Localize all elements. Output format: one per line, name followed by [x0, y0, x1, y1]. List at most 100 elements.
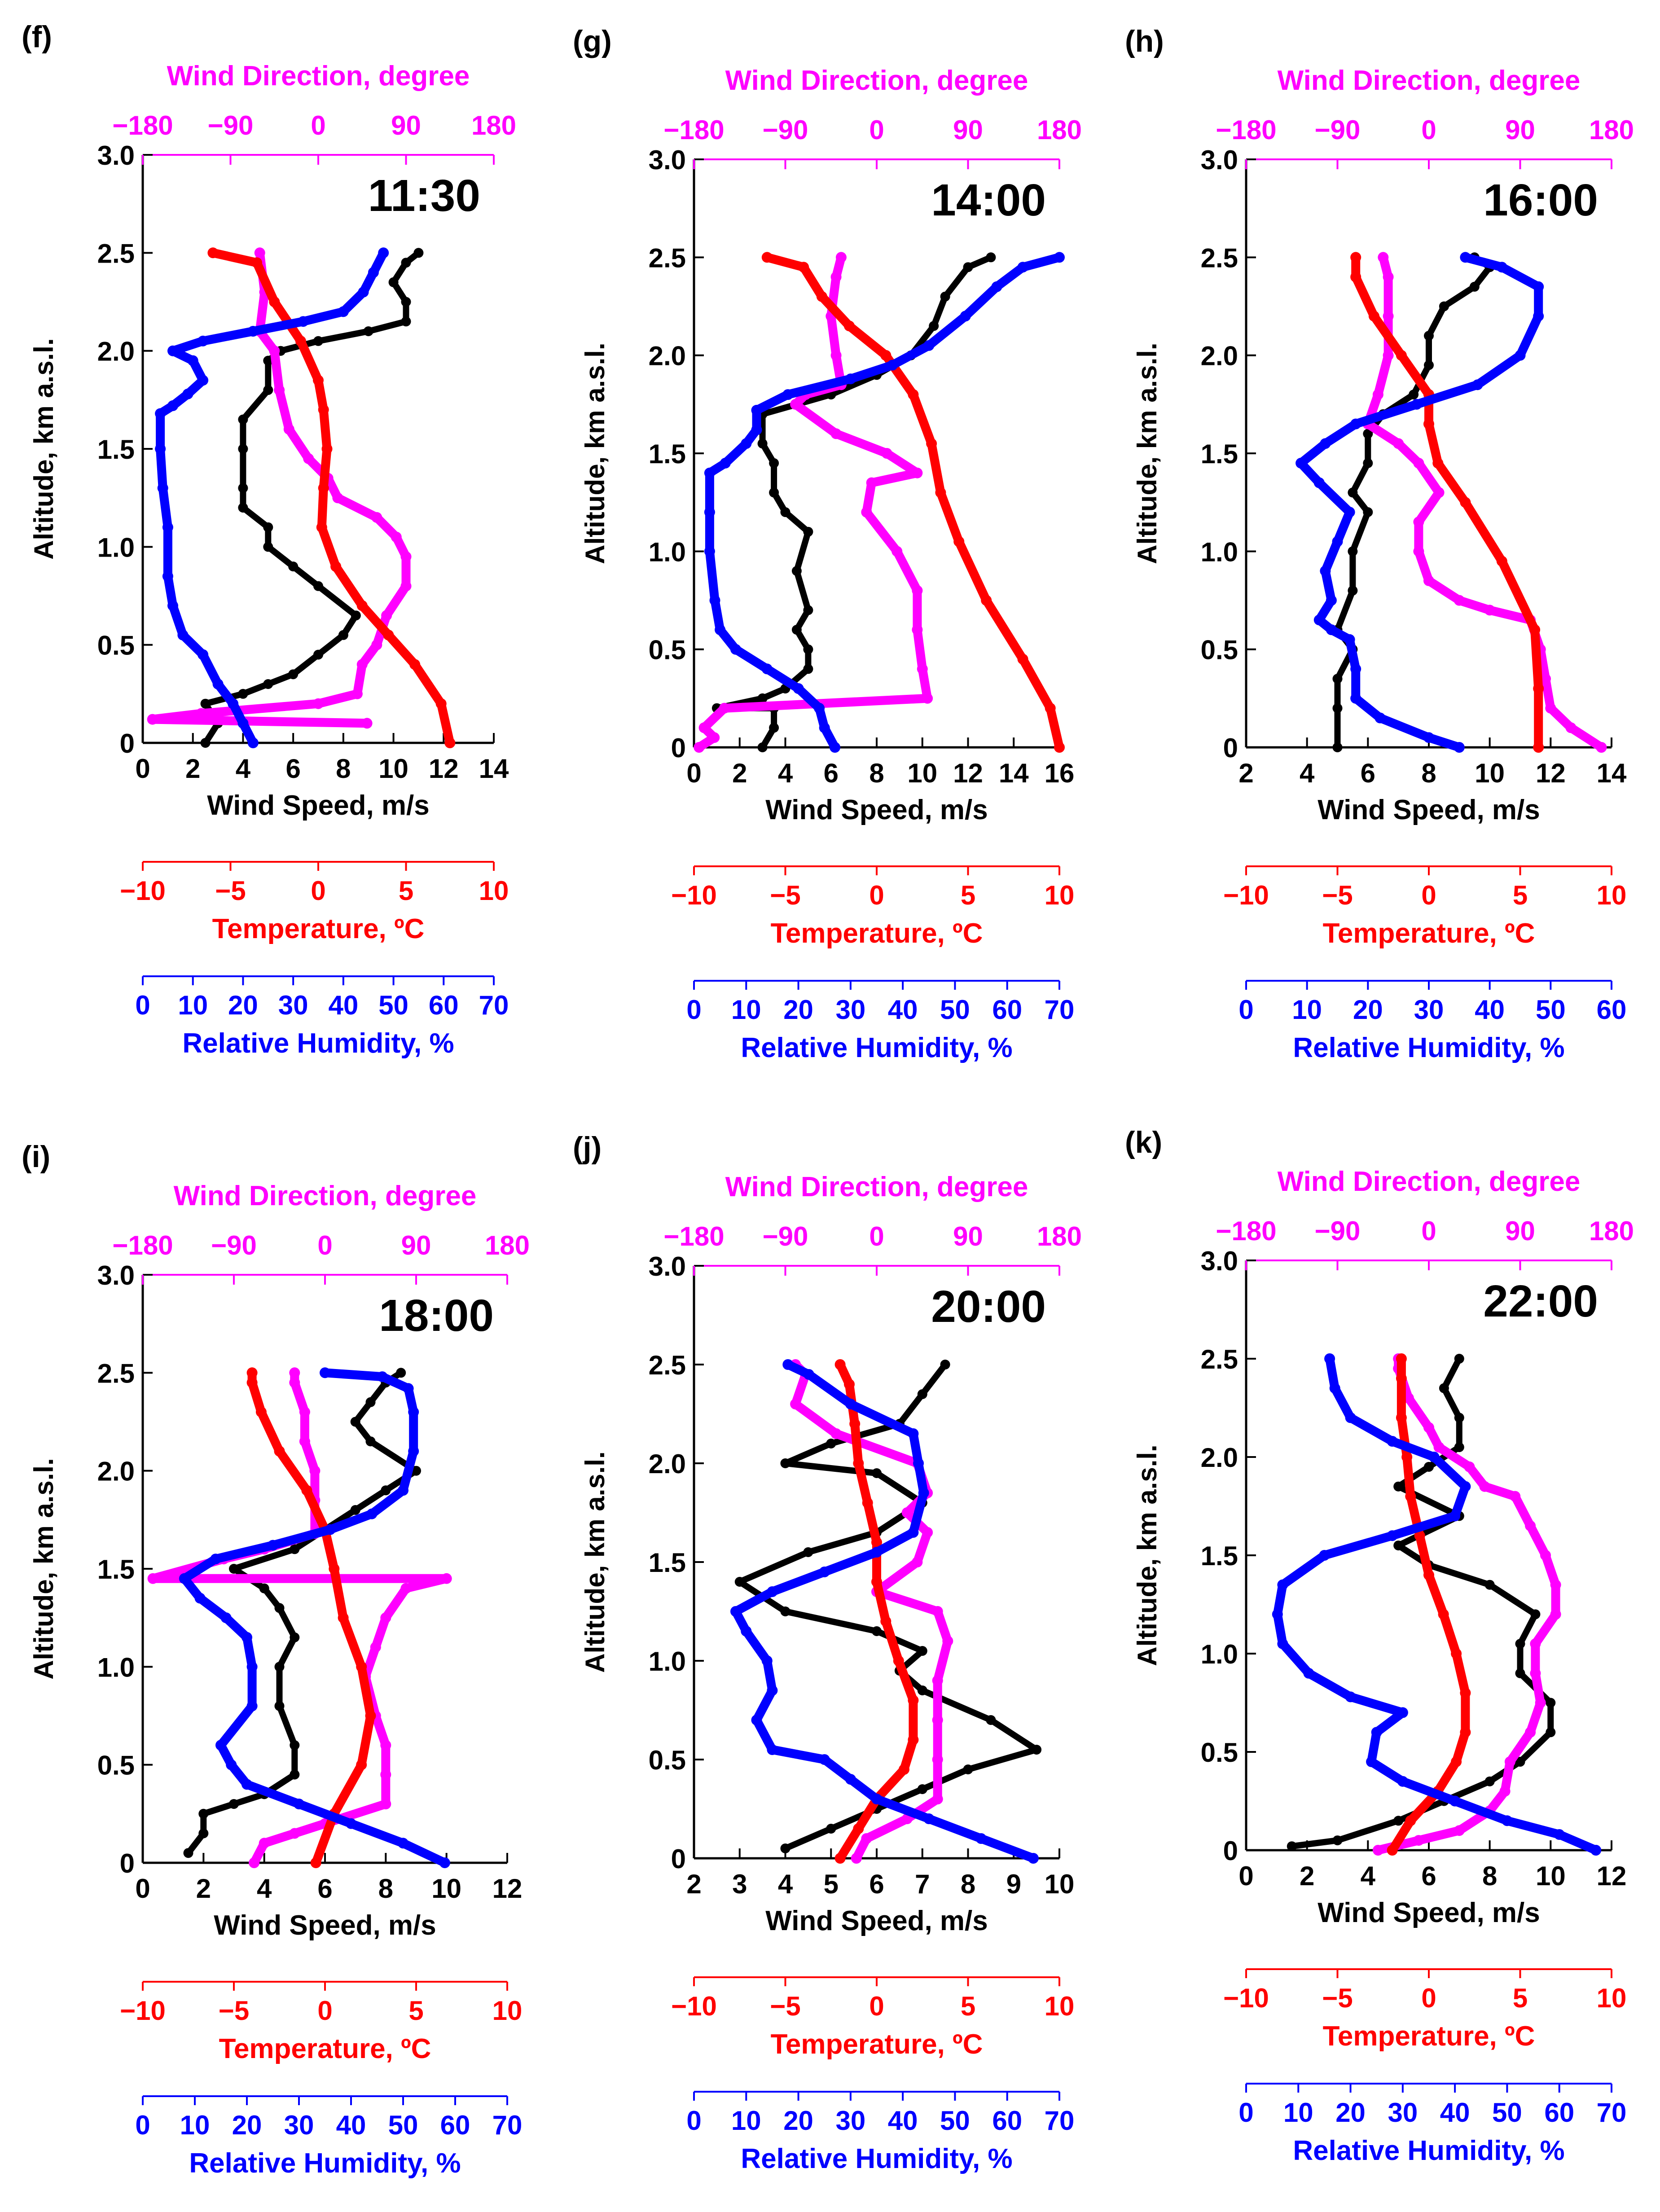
data-point: [1329, 1382, 1340, 1394]
x-temperature-axis-label: Temperature, ºC: [1323, 918, 1535, 949]
panel-i: (i) 0 0.5 1.0 1.5 2.0 2.5 3.0 Altitude, km a.s.l…: [22, 1140, 530, 2179]
data-point: [246, 1377, 258, 1388]
series-temperature: [1350, 252, 1544, 753]
y-tick-label: 0.5: [649, 635, 686, 665]
data-point: [198, 1828, 209, 1839]
series-wind-speed: [200, 248, 424, 748]
data-point: [803, 527, 813, 537]
data-point: [1433, 1442, 1445, 1453]
data-point: [370, 1641, 381, 1653]
data-point: [1550, 1579, 1561, 1590]
x-rh-tick-label: 20: [783, 2106, 813, 2136]
x-t-tick-label: 5: [408, 1996, 423, 2026]
data-point: [845, 1399, 856, 1409]
x-wd-tick-label: −90: [763, 115, 808, 145]
data-point: [871, 1537, 882, 1548]
panel-k: (k) 0 0.5 1.0 1.5 2.0 2.5 3.0 Altitude, km a.s.l…: [1125, 1125, 1634, 2166]
x-t-tick-label: −10: [671, 1991, 717, 2021]
x-ws-tick-label: 0: [135, 1874, 150, 1904]
data-point: [1017, 654, 1028, 665]
data-point: [1326, 624, 1337, 635]
y-tick-label: 2.0: [1201, 1443, 1238, 1473]
x-rh-tick-label: 60: [440, 2110, 470, 2140]
data-point: [932, 1675, 943, 1686]
y-axis-label: Altitude, km a.s.l.: [29, 1458, 59, 1679]
x-wd-tick-label: −90: [1315, 115, 1361, 145]
x-rh-tick-label: 50: [940, 995, 970, 1025]
y-tick-label: 2.5: [97, 238, 135, 268]
data-point: [834, 1359, 846, 1370]
data-point: [1332, 703, 1343, 713]
x-wd-tick-label: 0: [869, 115, 884, 145]
data-point: [1530, 1609, 1541, 1620]
data-point: [147, 1573, 158, 1584]
y-tick-label: 2.5: [649, 243, 686, 273]
data-point: [704, 467, 715, 478]
data-point: [935, 487, 946, 498]
data-point: [318, 404, 329, 415]
x-rh-tick-label: 10: [178, 990, 208, 1020]
y-tick-label: 2.5: [649, 1350, 686, 1380]
x-wd-tick-label: 0: [1421, 115, 1436, 145]
data-point: [1326, 595, 1337, 606]
data-point: [313, 336, 323, 346]
data-point: [871, 1794, 882, 1804]
data-point: [1272, 1609, 1283, 1620]
data-point: [330, 561, 342, 572]
panel-label: (h): [1125, 24, 1164, 58]
x-rh-tick-label: 60: [992, 2106, 1022, 2136]
y-tick-label: 1.0: [97, 1652, 135, 1682]
x-wd-tick-label: 90: [953, 1221, 983, 1251]
data-point: [1525, 1520, 1536, 1532]
data-point: [1533, 281, 1544, 292]
y-tick-label: 0.5: [1201, 1738, 1238, 1768]
data-point: [780, 1458, 790, 1468]
data-point: [1320, 438, 1331, 449]
x-rh-tick-label: 30: [278, 990, 308, 1020]
x-rh-tick-label: 0: [1238, 995, 1253, 1025]
data-point: [1393, 438, 1404, 449]
x-rh-tick-label: 70: [492, 2110, 523, 2140]
data-point: [259, 1583, 269, 1593]
data-point: [1313, 614, 1325, 626]
data-point: [791, 625, 802, 635]
data-point: [303, 453, 314, 464]
data-point: [704, 507, 715, 518]
x-ws-tick-label: 14: [1597, 758, 1627, 788]
data-point: [819, 1567, 830, 1577]
data-point: [238, 444, 248, 454]
data-point: [1345, 1691, 1356, 1703]
x-t-tick-label: −10: [120, 876, 166, 906]
x-rh-tick-label: 10: [180, 2110, 210, 2140]
x-wd-tick-label: 180: [1037, 1221, 1082, 1251]
data-point: [816, 291, 827, 302]
data-point: [212, 679, 224, 689]
data-point: [901, 1507, 913, 1518]
data-point: [162, 522, 173, 533]
x-rh-tick-label: 40: [888, 995, 918, 1025]
x-ws-tick-label: 16: [1045, 758, 1075, 788]
data-point: [1368, 311, 1379, 322]
data-point: [182, 388, 193, 399]
x-rh-tick-label: 0: [686, 995, 701, 1025]
data-point: [157, 483, 168, 494]
panel-label: (i): [22, 1140, 50, 1174]
data-point: [1350, 693, 1361, 704]
x-wd-tick-label: 90: [391, 110, 421, 140]
x-wd-axis-label: Wind Direction, degree: [725, 65, 1028, 96]
data-point: [215, 1740, 226, 1751]
x-wd-tick-label: −180: [1216, 115, 1276, 145]
x-rh-tick-label: 60: [1597, 995, 1627, 1025]
x-rh-tick-label: 40: [1440, 2098, 1470, 2128]
x-ws-tick-label: 6: [1361, 758, 1375, 788]
data-point: [908, 1428, 919, 1439]
series-line: [1363, 253, 1606, 752]
series-relative-humidity: [155, 247, 389, 748]
data-point: [960, 311, 971, 322]
data-point: [1320, 566, 1331, 576]
data-point: [1303, 1668, 1314, 1679]
data-point: [269, 345, 280, 356]
x-ws-tick-label: 2: [196, 1874, 211, 1904]
x-t-tick-label: 0: [311, 876, 325, 906]
series-line: [791, 1360, 953, 1863]
